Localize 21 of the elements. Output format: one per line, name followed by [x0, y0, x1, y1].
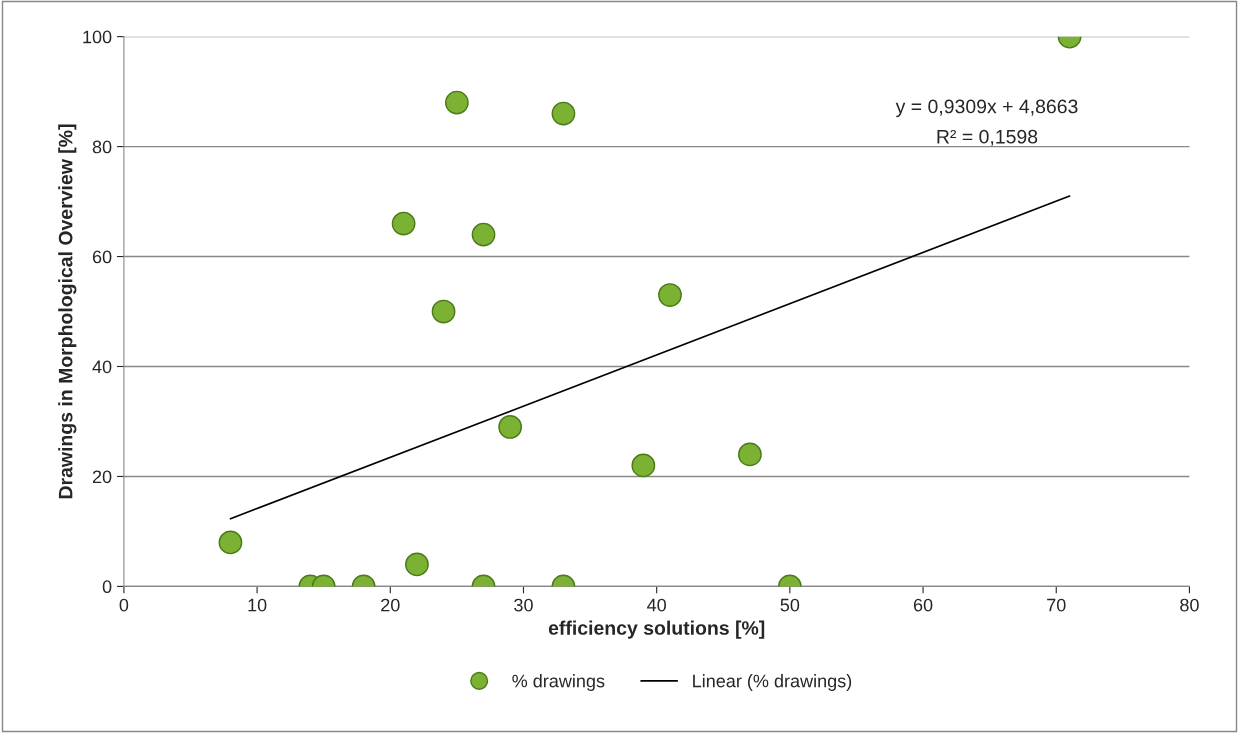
- x-tick-label: 20: [381, 598, 400, 612]
- y-tick-label: 40: [92, 360, 112, 374]
- y-tick-label: 60: [92, 250, 112, 264]
- x-tick-label: 30: [514, 598, 533, 612]
- y-tick-label: 100: [83, 30, 112, 44]
- annotation: R² = 0,1598: [937, 129, 1038, 146]
- annotation: y = 0,9309x + 4,8663: [895, 99, 1078, 118]
- x-tick-label: 0: [119, 598, 129, 612]
- y-tick-label: 0: [102, 580, 112, 594]
- legend-label: % drawings: [512, 674, 605, 691]
- x-tick-label: 60: [913, 598, 933, 612]
- x-axis-title: efficiency solutions [%]: [548, 620, 765, 639]
- x-tick-label: 50: [780, 598, 800, 612]
- x-tick-label: 80: [1180, 598, 1199, 612]
- legend-label: Linear (% drawings): [693, 674, 852, 691]
- x-tick-label: 40: [647, 598, 667, 612]
- y-tick-label: 20: [92, 470, 112, 484]
- y-axis-title: Drawings in Morphological Overview [%]: [58, 124, 77, 499]
- y-tick-label: 80: [92, 140, 112, 154]
- x-tick-label: 70: [1047, 598, 1066, 612]
- x-tick-label: 10: [248, 598, 267, 612]
